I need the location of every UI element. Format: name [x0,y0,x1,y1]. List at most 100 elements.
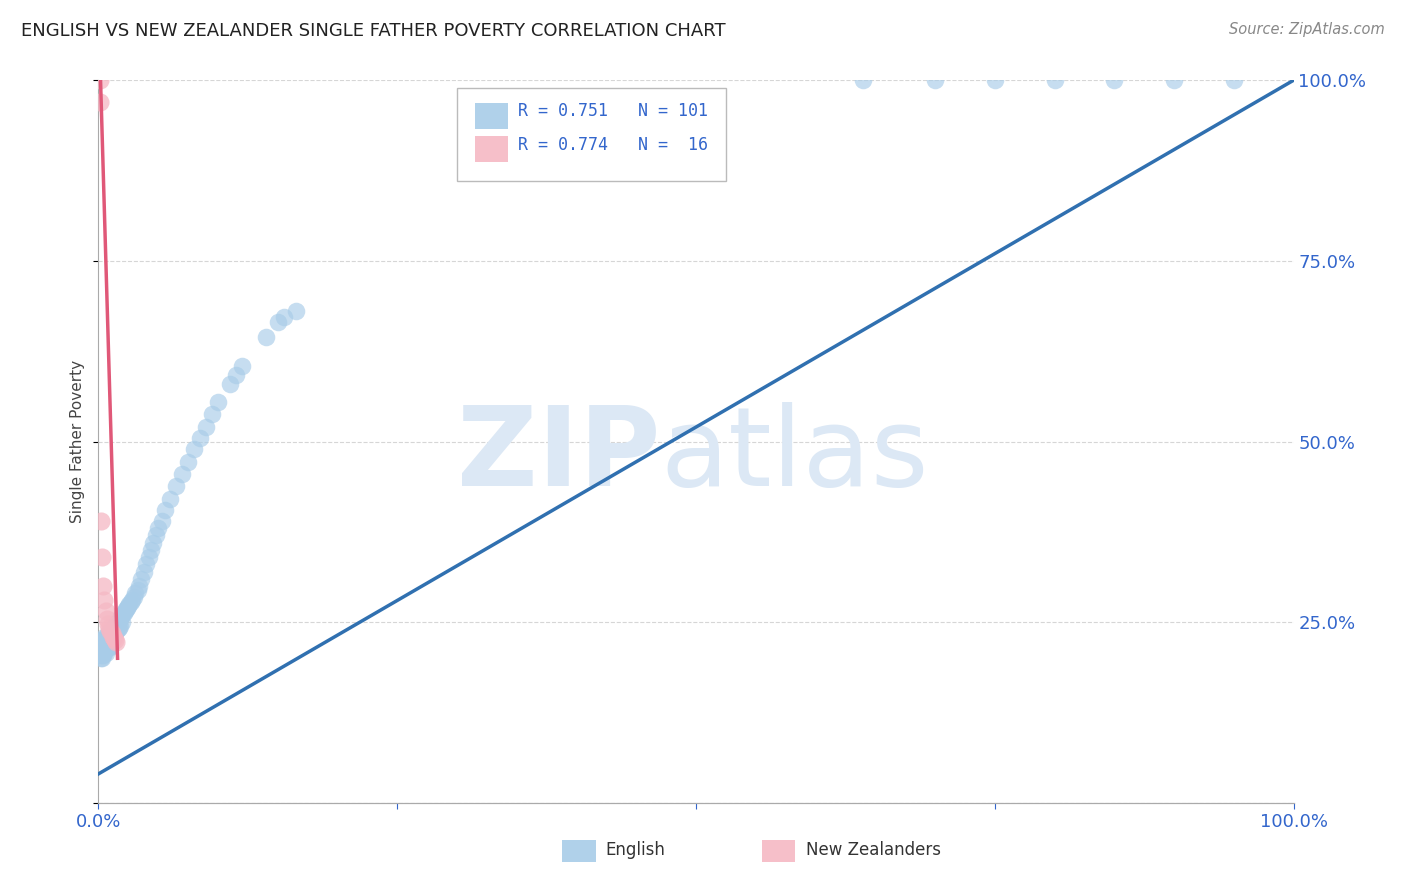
Point [148,521,170,535]
Point [89,640,111,655]
Point [90,648,112,662]
Point [91,633,114,648]
Text: atlas: atlas [661,402,928,509]
Point [1043,73,1066,87]
Point [115,600,138,615]
Point [104,626,127,640]
Point [89,73,111,87]
Point [97,638,120,652]
Point [195,420,218,434]
Point [103,621,125,635]
Point [93,646,115,660]
Point [91,648,114,662]
Point [112,607,135,621]
Point [103,627,125,641]
Point [101,630,124,644]
Point [91,638,114,652]
Point [273,310,295,325]
Point [98,635,121,649]
FancyBboxPatch shape [457,87,725,181]
Point [91,640,114,655]
Point [94,604,117,618]
Point [90,640,112,655]
Text: R = 0.774   N =  16: R = 0.774 N = 16 [517,136,707,154]
Point [91,644,114,658]
Point [101,630,124,644]
Text: ZIP: ZIP [457,402,661,509]
Point [89,637,111,651]
Point [254,330,277,344]
Text: New Zealanders: New Zealanders [806,841,941,859]
Point [107,621,129,635]
Point [93,640,115,655]
Point [177,455,200,469]
Point [111,607,134,622]
Point [115,602,138,616]
Point [225,368,247,382]
Point [96,611,118,625]
Point [155,503,177,517]
Point [90,644,112,658]
Point [132,565,155,579]
Point [124,586,146,600]
Point [1163,73,1185,87]
Point [145,528,167,542]
Point [98,640,122,655]
Point [172,467,194,481]
Point [924,73,946,87]
Point [984,73,1007,87]
Point [852,73,875,87]
Point [117,599,139,614]
Point [108,619,131,633]
Point [93,593,115,607]
Point [90,514,112,528]
Point [98,621,121,635]
Point [93,637,115,651]
Point [96,640,118,655]
Point [142,535,165,549]
Point [107,623,129,637]
Point [94,641,117,656]
Point [124,590,146,604]
Point [159,492,181,507]
Point [94,646,117,660]
Point [150,514,173,528]
Point [89,644,111,658]
Point [89,95,111,109]
Point [135,558,157,572]
Text: ENGLISH VS NEW ZEALANDER SINGLE FATHER POVERTY CORRELATION CHART: ENGLISH VS NEW ZEALANDER SINGLE FATHER P… [21,22,725,40]
Text: R = 0.751   N = 101: R = 0.751 N = 101 [517,103,707,120]
Point [98,635,122,649]
Point [101,623,124,637]
Point [98,630,122,644]
Point [97,626,120,640]
Point [97,633,120,648]
Point [91,637,114,651]
Point [138,550,160,565]
FancyBboxPatch shape [475,136,509,162]
Point [91,579,114,593]
Point [1104,73,1126,87]
Point [90,651,112,665]
Point [98,640,121,655]
Point [100,626,122,640]
Point [188,431,211,445]
Point [97,616,120,631]
Point [1223,73,1246,87]
Point [90,633,112,648]
Point [93,630,115,644]
Point [219,376,242,391]
Point [284,304,307,318]
Point [98,624,122,638]
Point [114,604,136,618]
Point [105,624,128,638]
Point [104,619,127,633]
Point [128,579,150,593]
Point [96,630,118,644]
Point [131,572,153,586]
Point [105,616,128,631]
Point [103,631,125,645]
Point [120,595,142,609]
Point [98,630,121,644]
Point [139,542,162,557]
